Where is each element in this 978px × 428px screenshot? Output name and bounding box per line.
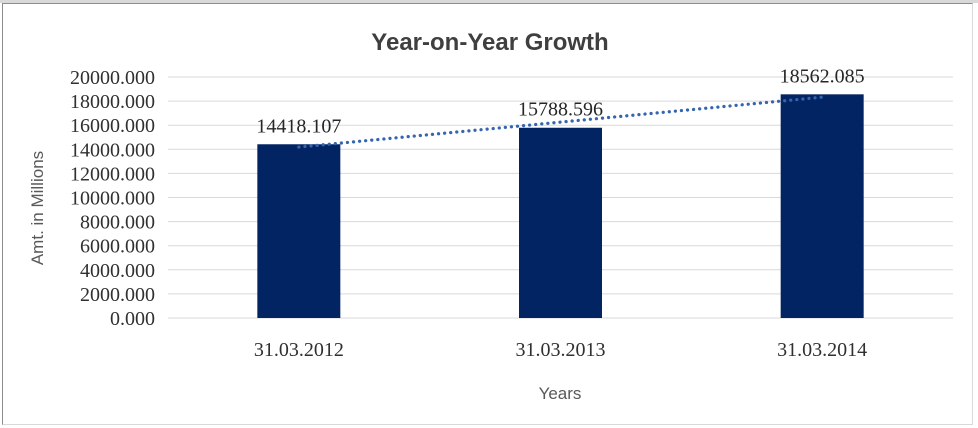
trendline: [297, 95, 824, 149]
bar-value-label: 14418.107: [256, 115, 341, 137]
x-category-label: 31.03.2014: [777, 339, 867, 361]
trendline-dotted: [297, 95, 824, 149]
outer-top-strip: [0, 0, 978, 3]
bar: [519, 127, 602, 318]
bar: [257, 144, 341, 318]
y-tick-label: 8000.000: [80, 212, 155, 234]
y-tick-label: 14000.000: [70, 139, 155, 161]
bar-value-label: 15788.596: [518, 99, 603, 121]
y-tick-label: 4000.000: [80, 260, 155, 282]
bar-value-label: 18562.085: [780, 65, 865, 87]
y-tick-label: 12000.000: [70, 163, 155, 185]
y-tick-label: 2000.000: [80, 284, 155, 306]
y-tick-label: 20000.000: [70, 67, 155, 89]
x-category-label: 31.03.2012: [254, 339, 344, 361]
y-tick-label: 18000.000: [70, 91, 155, 113]
data-labels: 14418.107 15788.596 18562.085: [256, 65, 864, 137]
y-tick-label: 6000.000: [80, 236, 155, 258]
bar: [780, 94, 864, 318]
x-category-labels: 31.03.2012 31.03.2013 31.03.2014: [254, 339, 867, 361]
y-tick-label: 16000.000: [70, 115, 155, 137]
y-axis-title: Amt. in Millions: [28, 151, 47, 265]
x-category-label: 31.03.2013: [516, 339, 606, 361]
chart-title: Year-on-Year Growth: [371, 29, 608, 56]
y-tick-label: 10000.000: [70, 188, 155, 210]
x-axis-title: Years: [539, 384, 582, 403]
bars: [257, 94, 864, 318]
y-tick-label: 0.000: [110, 308, 155, 330]
y-tick-labels: 0.0002000.0004000.0006000.0008000.000100…: [70, 67, 155, 330]
